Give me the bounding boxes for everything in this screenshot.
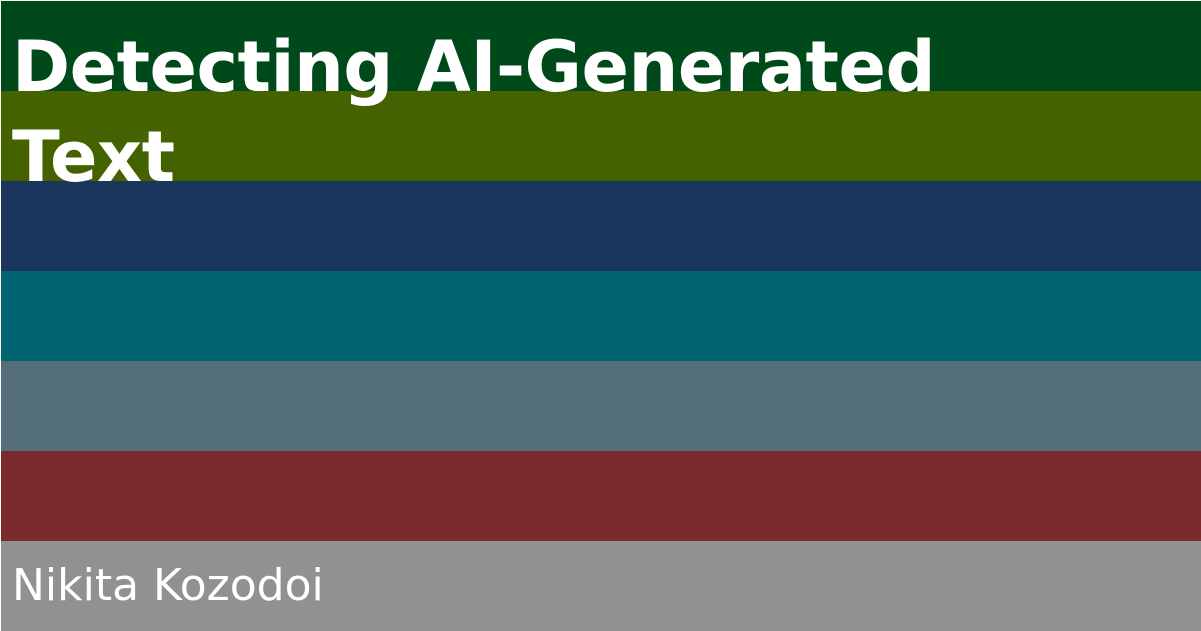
title-line-2: Text — [12, 116, 175, 198]
stripe-olive-green — [1, 91, 1201, 181]
stripe-navy — [1, 181, 1201, 271]
stripe-dark-green — [1, 1, 1201, 91]
stripe-slate — [1, 361, 1201, 451]
author-name: Nikita Kozodoi — [12, 560, 324, 611]
stripe-maroon — [1, 451, 1201, 541]
stripe-gray — [1, 541, 1201, 631]
stripe-teal — [1, 271, 1201, 361]
page-title: Detecting AI-Generated Text — [12, 22, 1012, 202]
title-line-1: Detecting AI-Generated — [12, 26, 936, 108]
